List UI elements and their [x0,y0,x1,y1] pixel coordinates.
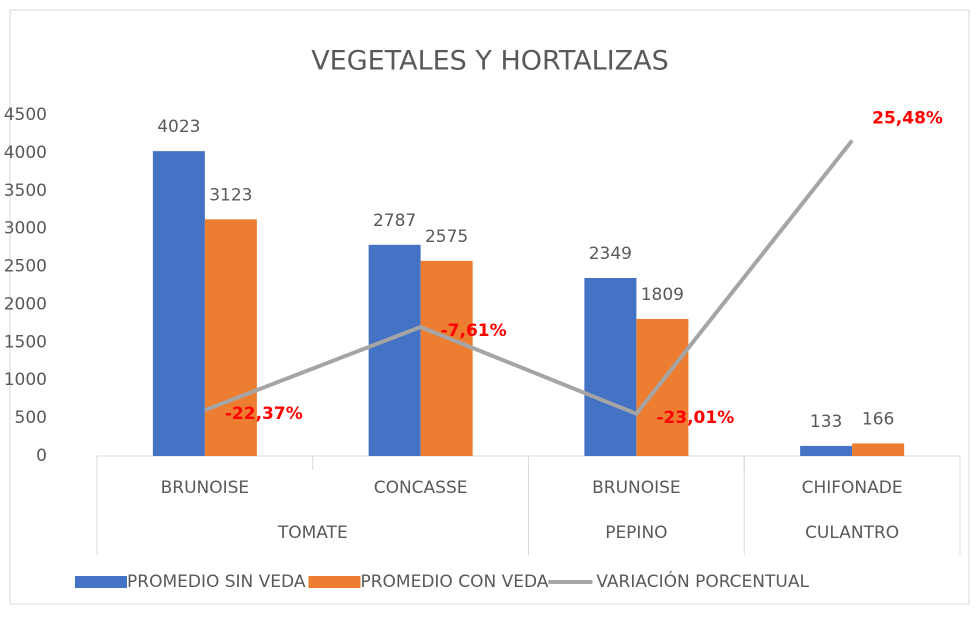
y-tick-label: 3000 [4,219,47,239]
data-label: 3123 [209,185,252,205]
x-tick-label: BRUNOISE [592,478,681,498]
line-data-label: 25,48% [872,108,943,128]
bar [800,445,853,456]
x-tick-label: CHIFONADE [802,478,903,498]
chart-title: VEGETALES Y HORTALIZAS [311,46,669,77]
data-label: 4023 [157,117,200,137]
legend-swatch [308,576,361,588]
data-label: 133 [810,412,842,432]
bar [852,443,905,456]
data-label: 1809 [641,285,684,305]
bar [368,244,421,456]
y-tick-label: 2000 [4,294,47,314]
group-label: TOMATE [277,523,348,543]
y-tick-label: 4500 [4,105,47,125]
y-tick-label: 4000 [4,143,47,163]
data-label: 166 [862,409,894,429]
y-tick-label: 1500 [4,332,47,352]
line-data-label: -7,61% [441,321,507,341]
data-label: 2349 [589,244,632,264]
group-label: CULANTRO [805,523,899,543]
x-tick-label: BRUNOISE [161,478,250,498]
x-tick-label: CONCASSE [374,478,468,498]
data-label: 2575 [425,227,468,247]
legend-swatch [75,576,127,588]
legend-label: PROMEDIO SIN VEDA [127,572,306,592]
line-data-label: -23,01% [656,408,734,428]
bar [584,277,637,456]
y-tick-label: 0 [36,446,47,466]
y-tick-label: 3500 [4,181,47,201]
y-tick-label: 500 [15,408,47,428]
group-label: PEPINO [605,523,667,543]
legend-label: PROMEDIO CON VEDA [360,572,548,592]
y-tick-label: 2500 [4,257,47,277]
bar [420,260,473,456]
legend-label: VARIACIÓN PORCENTUAL [596,570,809,592]
data-label: 2787 [373,211,416,231]
bar [204,219,257,456]
line-data-label: -22,37% [225,404,303,424]
y-tick-label: 1000 [4,370,47,390]
line [204,139,854,417]
bar [152,151,205,456]
bar [636,318,689,456]
